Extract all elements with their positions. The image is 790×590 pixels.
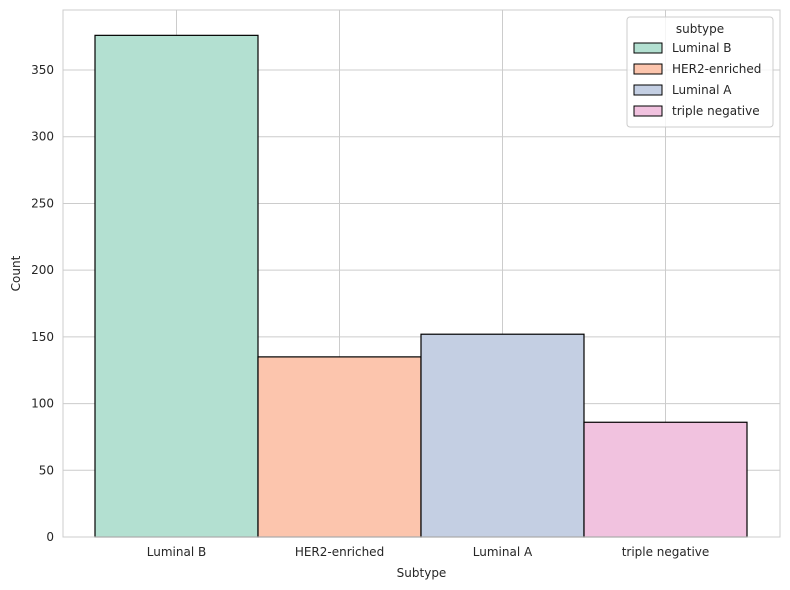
legend-entries: Luminal B HER2-enriched Luminal A triple ne… (633, 41, 761, 118)
legend-entry: Luminal A (672, 83, 732, 97)
x-tick-label: Luminal B (147, 545, 206, 559)
bar (420, 333, 585, 538)
legend-entry: HER2-enriched (672, 62, 761, 76)
legend-swatch (633, 42, 663, 54)
x-tick-label: Luminal A (473, 545, 533, 559)
legend-entry: Luminal B (672, 41, 731, 55)
bar (94, 34, 259, 538)
x-tick-label: triple negative (622, 545, 710, 559)
y-tick-label: 100 (31, 397, 54, 411)
bars (94, 34, 748, 538)
legend-box (626, 16, 774, 128)
bar (583, 421, 748, 538)
y-tick-label: 50 (39, 463, 54, 477)
y-tick-label: 250 (31, 196, 54, 210)
bar (257, 356, 422, 538)
legend: subtype Luminal B HER2-enriched Luminal A t… (626, 16, 774, 128)
y-axis-label: Count (9, 255, 23, 291)
legend-swatch (633, 105, 663, 117)
x-axis-label: Subtype (397, 566, 447, 580)
legend-title: subtype (676, 22, 724, 36)
x-axis-ticks: Luminal B HER2-enriched Luminal A triple ne… (147, 545, 710, 559)
y-tick-label: 350 (31, 63, 54, 77)
y-axis-ticks: 0 50 100 150 200 250 300 350 (31, 63, 54, 544)
y-tick-label: 200 (31, 263, 54, 277)
legend-entry: triple negative (672, 104, 760, 118)
legend-swatch (633, 63, 663, 75)
x-tick-label: HER2-enriched (295, 545, 384, 559)
y-tick-label: 150 (31, 330, 54, 344)
plot-frame (62, 9, 781, 538)
y-tick-label: 300 (31, 130, 54, 144)
y-tick-label: 0 (46, 530, 54, 544)
legend-swatch (633, 84, 663, 96)
